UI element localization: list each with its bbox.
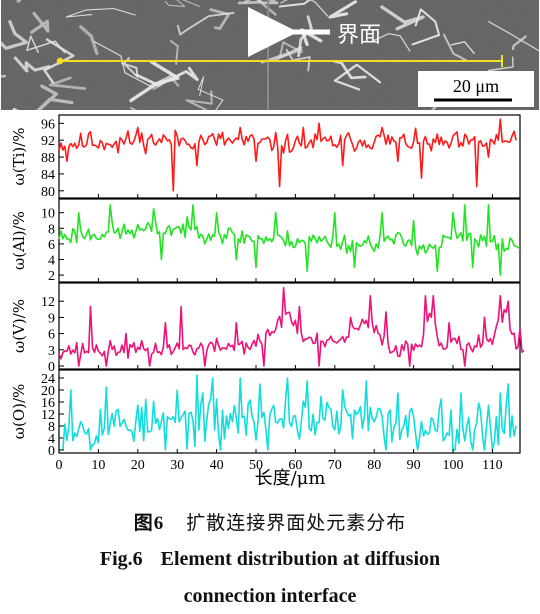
grain-boundary xyxy=(93,40,174,87)
series-line-ti xyxy=(58,118,517,192)
grain-boundary xyxy=(209,8,231,30)
panel-frame xyxy=(58,114,521,199)
grain-boundary xyxy=(511,35,527,50)
y-axis-label-ti: ω(Ti)/% xyxy=(10,127,28,185)
grain-boundary xyxy=(280,0,329,17)
grain-boundary xyxy=(278,0,311,8)
y-axis-label-o: ω(O)/% xyxy=(10,384,28,440)
caption-en-text: Element distribution at diffusion xyxy=(160,548,441,570)
series-line-al xyxy=(58,204,521,276)
grain-boundary xyxy=(488,21,539,52)
y-tick-label: 20 xyxy=(41,384,55,399)
x-tick-label: 90 xyxy=(407,458,421,473)
grain-boundary xyxy=(333,60,367,80)
panel-v: 036 912 ω(V)/% xyxy=(10,282,525,375)
grain-boundary xyxy=(79,25,99,56)
y-tick-label: 4 xyxy=(48,254,55,269)
micrograph: 界面 20 μm xyxy=(1,0,539,110)
y-tick-label: 10 xyxy=(41,207,55,222)
grain-boundary xyxy=(450,41,475,55)
grain-boundary xyxy=(164,0,200,8)
grain-boundary xyxy=(380,5,425,31)
x-tick-label: 100 xyxy=(443,458,464,473)
y-tick-label: 0 xyxy=(48,444,55,459)
y-tick-label: 0 xyxy=(48,360,55,375)
scan-start-marker xyxy=(56,57,64,65)
shared-x-axis: 0 10 20 30 40 50 60 70 80 90 100 110 xyxy=(56,458,503,473)
y-tick-label: 16 xyxy=(41,396,55,411)
y-tick-label: 84 xyxy=(41,168,55,183)
caption-cn-text: 扩散连接界面处元素分布 xyxy=(186,512,407,534)
y-tick-label: 12 xyxy=(41,408,55,423)
y-tick-label: 88 xyxy=(41,151,55,166)
caption-chinese: 图6 扩散连接界面处元素分布 xyxy=(0,508,540,535)
grain-boundary xyxy=(65,7,136,18)
y-tick-label: 12 xyxy=(41,295,55,310)
grain-boundary xyxy=(13,56,51,73)
grain-boundary xyxy=(197,76,224,110)
grain-boundary xyxy=(371,33,411,52)
panel-ti: 80 84 88 92 96 ω(Ti)/% xyxy=(10,114,521,200)
y-tick-label: 8 xyxy=(48,420,55,435)
grain-boundary xyxy=(1,20,28,50)
caption-en-prefix: Fig.6 xyxy=(99,548,143,570)
grain-boundary xyxy=(237,0,279,5)
x-tick-label: 30 xyxy=(170,458,184,473)
grain-boundary xyxy=(36,84,74,110)
y-tick-label: 6 xyxy=(48,238,55,253)
x-axis-label: 长度/μm xyxy=(255,468,326,489)
y-axis-label-v: ω(V)/% xyxy=(10,299,28,353)
y-tick-label: 80 xyxy=(41,185,55,200)
grain-boundary xyxy=(48,76,87,90)
grain-boundary xyxy=(328,0,357,19)
x-tick-label: 110 xyxy=(482,458,502,473)
x-tick-label: 20 xyxy=(131,458,145,473)
y-tick-label: 96 xyxy=(41,117,55,132)
x-tick-label: 60 xyxy=(288,458,302,473)
line-scan-panels: 8084889296ω(Ti)/%246810ω(Al)/%036912ω(V)… xyxy=(10,114,525,459)
scale-bar-label: 20 μm xyxy=(453,76,499,96)
grain-boundary xyxy=(169,39,179,65)
x-tick-label: 40 xyxy=(210,458,224,473)
grain-boundary xyxy=(30,11,50,34)
grain-boundary xyxy=(443,33,467,62)
y-tick-label: 3 xyxy=(48,344,55,359)
caption-english-line2: connection interface xyxy=(183,585,357,607)
y-tick-label: 4 xyxy=(48,432,55,447)
y-tick-label: 8 xyxy=(48,222,55,237)
grain-boundary xyxy=(185,90,213,110)
y-tick-label: 92 xyxy=(41,134,55,149)
grain-boundary xyxy=(411,8,441,46)
grain-boundary xyxy=(333,63,382,91)
grain-boundary xyxy=(177,11,235,36)
caption-cn-prefix: 图6 xyxy=(133,513,165,534)
grain-boundary xyxy=(135,66,199,87)
y-tick-label: 24 xyxy=(41,372,55,387)
x-tick-label: 50 xyxy=(249,458,263,473)
series-line-o xyxy=(62,374,517,451)
grain-boundary xyxy=(26,35,66,54)
panel-frame xyxy=(58,282,521,370)
x-tick-label: 10 xyxy=(91,458,105,473)
interface-label: 界面 xyxy=(337,23,381,48)
y-tick-label: 9 xyxy=(48,311,55,326)
grain-boundary xyxy=(152,75,180,91)
caption-english-line1: Fig.6 Element distribution at diffusion xyxy=(0,548,540,571)
y-tick-label: 6 xyxy=(48,328,55,343)
series-line-v xyxy=(58,286,525,367)
x-tick-label: 0 xyxy=(56,458,63,473)
y-axis-label-al: ω(Al)/% xyxy=(10,211,28,270)
grain-boundary xyxy=(244,0,277,16)
x-tick-label: 80 xyxy=(367,458,381,473)
y-tick-label: 2 xyxy=(48,269,55,284)
x-tick-label: 70 xyxy=(328,458,342,473)
